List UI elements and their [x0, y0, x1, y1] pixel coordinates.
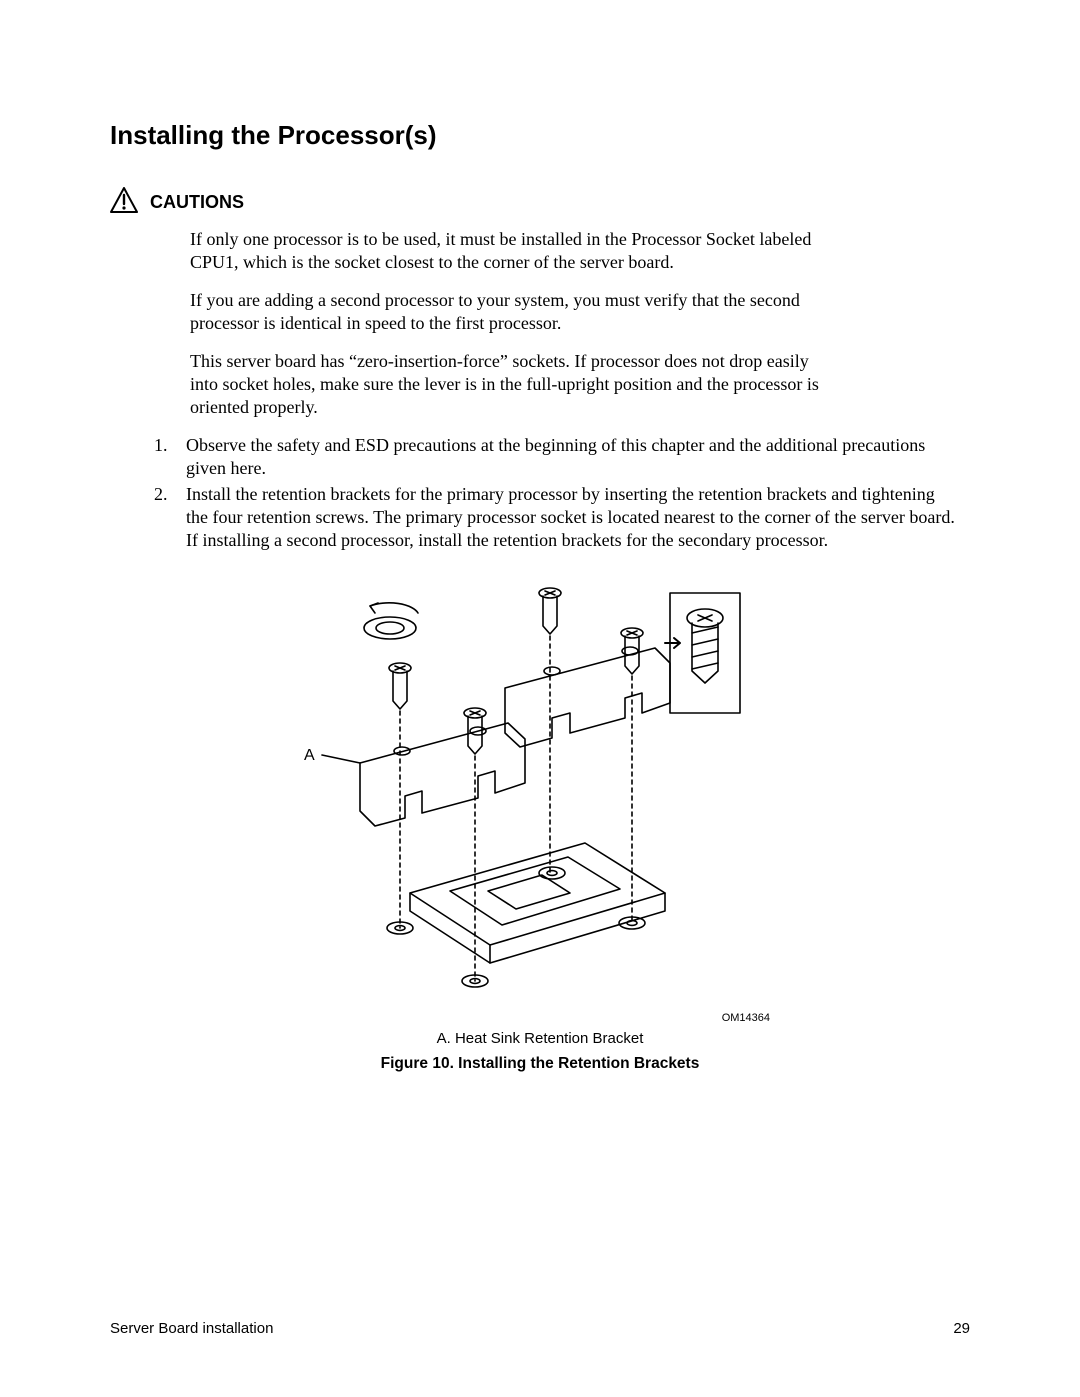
figure-drawing: A	[320, 573, 760, 1003]
footer-page-number: 29	[953, 1320, 970, 1337]
page-footer: Server Board installation 29	[110, 1320, 970, 1337]
figure-drawing-id: OM14364	[110, 1012, 770, 1024]
cautions-label: CAUTIONS	[150, 192, 244, 213]
step-number: 2.	[154, 483, 186, 553]
step-text: Install the retention brackets for the p…	[186, 483, 970, 553]
figure-legend: A. Heat Sink Retention Bracket	[110, 1030, 970, 1047]
document-page: Installing the Processor(s) CAUTIONS If …	[0, 0, 1080, 1397]
step-item: 2. Install the retention brackets for th…	[154, 483, 970, 553]
cautions-heading-row: CAUTIONS	[110, 187, 970, 218]
warning-icon	[110, 187, 138, 218]
page-title: Installing the Processor(s)	[110, 120, 970, 151]
caution-paragraph: If only one processor is to be used, it …	[190, 228, 840, 275]
footer-left-text: Server Board installation	[110, 1320, 273, 1337]
caution-paragraph: If you are adding a second processor to …	[190, 289, 840, 336]
figure-container: A	[110, 573, 970, 1073]
step-item: 1. Observe the safety and ESD precaution…	[154, 434, 970, 481]
ordered-steps: 1. Observe the safety and ESD precaution…	[154, 434, 970, 553]
step-number: 1.	[154, 434, 186, 481]
figure-callout-label: A	[304, 747, 315, 765]
figure-caption: Figure 10. Installing the Retention Brac…	[110, 1055, 970, 1073]
retention-bracket-diagram-icon	[320, 573, 760, 1003]
step-text: Observe the safety and ESD precautions a…	[186, 434, 970, 481]
caution-paragraph: This server board has “zero-insertion-fo…	[190, 350, 840, 420]
